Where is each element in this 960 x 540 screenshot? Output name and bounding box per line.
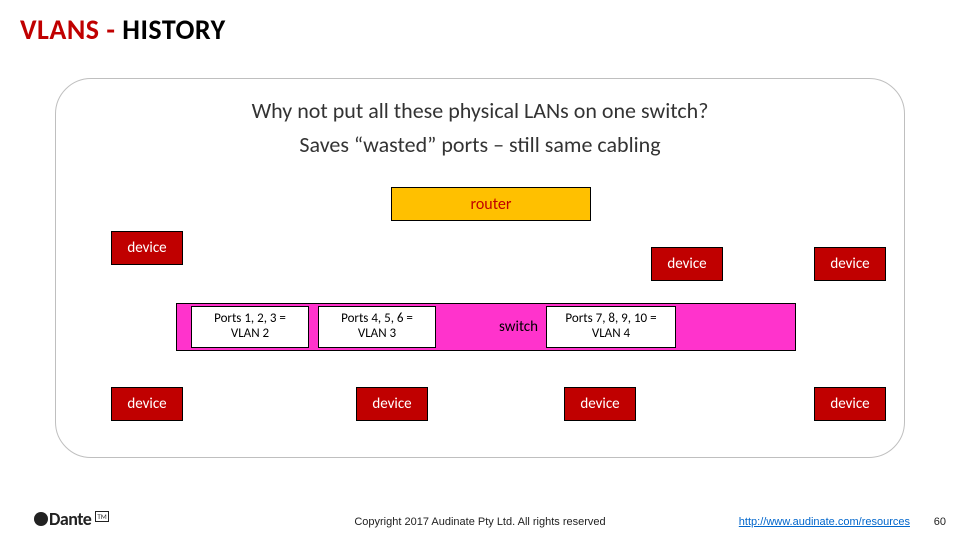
device-label: device [372,395,411,413]
vlan-label-2: Ports 1, 2, 3 = VLAN 2 [191,306,309,348]
question-line-1: Why not put all these physical LANs on o… [56,97,904,124]
footer: Dante TM Copyright 2017 Audinate Pty Ltd… [0,504,960,532]
device-node: device [814,387,886,421]
vlan-4-line1: Ports 7, 8, 9, 10 = [565,312,656,327]
router-node: router [391,187,591,221]
router-label: router [471,195,512,214]
vlan-2-line1: Ports 1, 2, 3 = [214,312,286,327]
device-label: device [830,395,869,413]
title-part2: HISTORY [122,12,225,47]
device-label: device [580,395,619,413]
slide: VLANS - HISTORY Why not put all these ph… [0,0,960,540]
device-node: device [814,247,886,281]
device-label: device [667,255,706,273]
device-node: device [111,231,183,265]
page-number: 60 [934,516,946,528]
vlan-4-line2: VLAN 4 [592,327,630,342]
device-label: device [127,239,166,257]
vlan-label-4: Ports 7, 8, 9, 10 = VLAN 4 [546,306,676,348]
device-label: device [830,255,869,273]
device-node: device [651,247,723,281]
slide-title: VLANS - HISTORY [20,12,226,47]
device-node: device [356,387,428,421]
title-part1: VLANS - [20,12,122,47]
vlan-2-line2: VLAN 2 [231,327,269,342]
switch-label: switch [499,318,538,336]
question-line-2: Saves “wasted” ports – still same cablin… [56,131,904,158]
vlan-label-3: Ports 4, 5, 6 = VLAN 3 [318,306,436,348]
vlan-3-line1: Ports 4, 5, 6 = [341,312,413,327]
resources-link[interactable]: http://www.audinate.com/resources [739,516,910,528]
device-label: device [127,395,166,413]
device-node: device [111,387,183,421]
vlan-3-line2: VLAN 3 [358,327,396,342]
device-node: device [564,387,636,421]
content-panel: Why not put all these physical LANs on o… [55,78,905,458]
